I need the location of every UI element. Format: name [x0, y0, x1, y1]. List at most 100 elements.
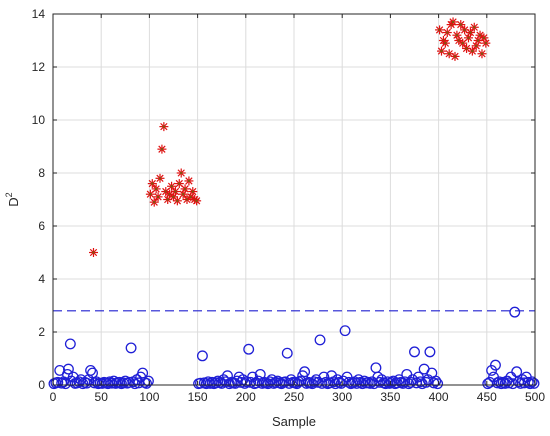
x-tick-label: 400: [429, 390, 449, 404]
normal-sample-point: [490, 359, 501, 371]
fault-sample-point: [188, 187, 198, 197]
fault-sample-point: [456, 20, 466, 30]
normal-sample-point: [247, 371, 258, 383]
normal-sample-point: [499, 377, 511, 389]
y-tick-label: 12: [32, 60, 46, 74]
asterisk-center: [92, 251, 95, 254]
asterisk-center: [440, 49, 443, 53]
asterisk-center: [183, 187, 187, 191]
y-tick-label: 14: [32, 7, 46, 21]
normal-sample-point: [424, 346, 436, 358]
asterisk-center: [166, 198, 169, 201]
asterisk-center: [480, 52, 484, 55]
points-layer: [48, 17, 540, 390]
fault-sample-point: [174, 179, 184, 189]
asterisk-center: [185, 198, 189, 201]
asterisk-center: [451, 20, 455, 24]
asterisk-center: [457, 39, 461, 42]
normal-sample-point: [85, 364, 97, 376]
fault-sample-point: [157, 144, 167, 154]
y-tick-label: 6: [38, 219, 45, 233]
fault-sample-point: [149, 197, 159, 207]
asterisk-center: [176, 199, 179, 203]
fault-sample-point: [481, 38, 491, 48]
asterisk-center: [151, 182, 154, 185]
asterisk-center: [473, 26, 476, 29]
asterisk-center: [174, 190, 177, 193]
fault-sample-point: [170, 187, 180, 197]
asterisk-center: [172, 195, 175, 199]
fault-sample-point: [88, 248, 98, 257]
asterisk-center: [178, 182, 181, 185]
normal-sample-point: [339, 325, 351, 337]
normal-sample-point: [403, 378, 415, 390]
x-tick-label: 300: [332, 390, 352, 404]
asterisk-center: [189, 195, 193, 199]
x-tick-label: 500: [525, 390, 545, 404]
x-tick-label: 450: [477, 390, 497, 404]
asterisk-center: [170, 185, 173, 188]
asterisk-center: [455, 34, 459, 37]
fault-sample-point: [192, 196, 202, 206]
asterisk-center: [187, 179, 191, 183]
y-axis-title: D2: [4, 192, 21, 206]
asterisk-center: [467, 36, 470, 40]
asterisk-center: [180, 171, 183, 175]
y-tick-label: 4: [38, 272, 45, 286]
x-tick-label: 200: [236, 390, 256, 404]
normal-sample-point: [62, 363, 74, 375]
x-tick-label: 150: [188, 390, 208, 404]
normal-sample-point: [64, 338, 76, 350]
asterisk-center: [195, 199, 198, 203]
fault-sample-point: [436, 46, 446, 56]
normal-sample-point: [299, 366, 311, 378]
asterisk-center: [474, 44, 478, 47]
normal-sample-point: [223, 378, 235, 390]
y-tick-label: 0: [38, 378, 45, 392]
fault-sample-point: [477, 49, 487, 59]
normal-sample-point: [414, 376, 426, 388]
x-tick-label: 100: [139, 390, 159, 404]
asterisk-center: [154, 187, 158, 191]
asterisk-center: [158, 177, 162, 180]
asterisk-center: [444, 41, 447, 45]
normal-sample-point: [262, 378, 274, 390]
fault-sample-point: [469, 22, 479, 32]
normal-sample-point: [343, 376, 355, 388]
y-tick-label: 8: [38, 166, 45, 180]
normal-sample-point: [409, 346, 420, 358]
normal-sample-point: [528, 377, 540, 389]
asterisk-center: [484, 41, 488, 45]
asterisk-center: [453, 55, 457, 58]
asterisk-center: [160, 147, 164, 151]
x-axis-title: Sample: [272, 414, 316, 429]
normal-sample-point: [308, 376, 320, 388]
fault-sample-point: [435, 25, 445, 35]
asterisk-center: [465, 47, 468, 50]
asterisk-center: [471, 49, 474, 53]
normal-sample-point: [77, 378, 89, 390]
asterisk-center: [191, 190, 194, 193]
normal-sample-point: [125, 342, 137, 354]
fault-sample-point: [145, 189, 155, 199]
normal-sample-point: [142, 375, 154, 387]
fault-sample-point: [159, 122, 169, 132]
normal-sample-point: [432, 378, 444, 390]
fault-sample-point: [172, 196, 182, 206]
x-tick-label: 350: [380, 390, 400, 404]
fault-sample-point: [153, 192, 163, 202]
asterisk-center: [446, 31, 449, 34]
fault-sample-point: [184, 176, 194, 186]
normal-sample-point: [511, 366, 523, 378]
fault-sample-point: [450, 51, 460, 61]
x-tick-label: 250: [284, 390, 304, 404]
x-tick-label: 0: [50, 390, 57, 404]
asterisk-center: [448, 52, 451, 55]
normal-sample-point: [281, 347, 293, 359]
normal-sample-point: [522, 376, 534, 388]
y-axis-title-superscript: 2: [4, 192, 14, 197]
normal-sample-point: [141, 377, 152, 389]
